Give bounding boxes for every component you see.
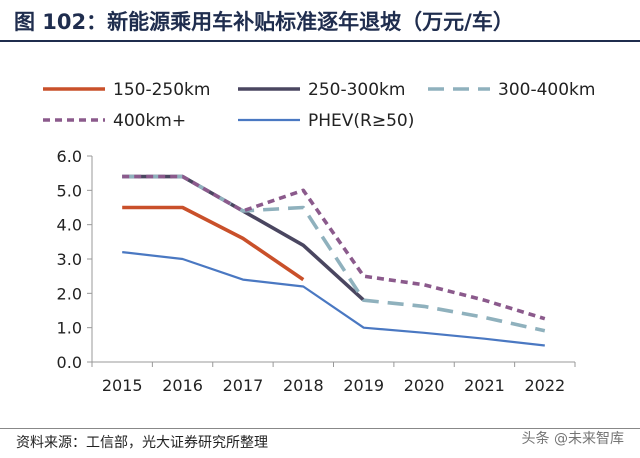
- y-tick-label: 6.0: [57, 147, 82, 166]
- x-tick-label: 2020: [404, 376, 445, 395]
- y-tick-label: 3.0: [57, 250, 82, 269]
- footer-divider: [0, 428, 640, 429]
- y-tick-label: 1.0: [57, 319, 82, 338]
- x-tick-label: 2019: [343, 376, 384, 395]
- x-tick-label: 2017: [223, 376, 264, 395]
- y-tick-label: 5.0: [57, 181, 82, 200]
- figure-title: 图 102：新能源乘用车补贴标准逐年退坡（万元/车）: [14, 10, 514, 34]
- title-bar: 图 102：新能源乘用车补贴标准逐年退坡（万元/车）: [0, 0, 640, 42]
- watermark-text: 头条 @未来智库: [521, 431, 624, 447]
- legend-label-4: 400km+: [113, 111, 186, 131]
- legend-label-2: 250-300km: [308, 80, 405, 100]
- y-tick-label: 4.0: [57, 216, 82, 235]
- x-tick-label: 2021: [464, 376, 505, 395]
- x-tick-label: 2018: [283, 376, 324, 395]
- series-line-1: [122, 205, 305, 282]
- series-line-5: [122, 251, 545, 347]
- source-note: 资料来源：工信部，光大证券研究所整理: [16, 435, 268, 451]
- x-tick-label: 2015: [102, 376, 143, 395]
- y-tick-label: 2.0: [57, 284, 82, 303]
- y-tick-label: 0.0: [57, 353, 82, 372]
- x-tick-label: 2022: [524, 376, 565, 395]
- series-line-4: [122, 174, 546, 321]
- x-tick-label: 2016: [162, 376, 203, 395]
- legend-label-5: PHEV(R≥50): [308, 111, 414, 131]
- legend-label-1: 150-250km: [113, 80, 210, 100]
- line-chart: 0.0 1.0 2.0 3.0 4.0 5.0 6.0 2015 2016 2017 2018 201…: [43, 80, 595, 395]
- legend-label-3: 300-400km: [498, 80, 595, 100]
- series-line-3: [122, 174, 546, 333]
